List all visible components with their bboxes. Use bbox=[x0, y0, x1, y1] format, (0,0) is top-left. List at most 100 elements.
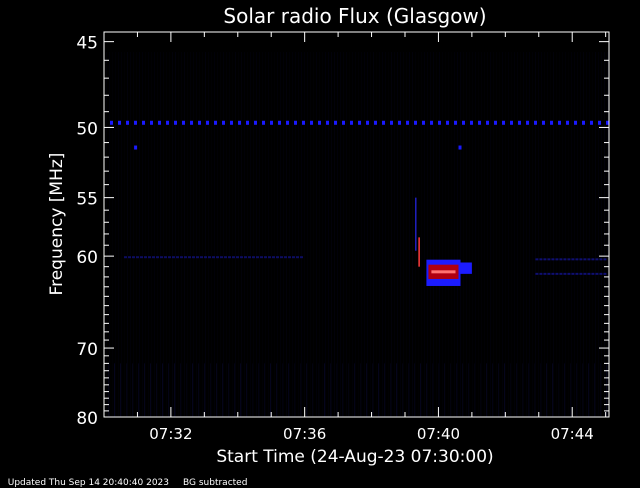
noise-streak bbox=[310, 52, 311, 417]
noise-streak bbox=[378, 363, 379, 417]
noise-streak bbox=[250, 52, 251, 417]
noise-streak bbox=[253, 52, 254, 417]
band-dot bbox=[566, 120, 569, 125]
band-dot bbox=[494, 120, 497, 125]
noise-streak bbox=[240, 363, 241, 417]
noise-streak bbox=[427, 52, 428, 417]
y-axis: 45 50 55 60 70 80 bbox=[76, 34, 609, 429]
noise-streak bbox=[397, 52, 398, 417]
faint-dot bbox=[140, 256, 143, 259]
band-dot bbox=[374, 120, 377, 125]
band-dot bbox=[510, 120, 513, 125]
noise-streak bbox=[148, 52, 149, 417]
band-dot bbox=[558, 120, 561, 125]
band-dot bbox=[414, 120, 417, 125]
noise-streak bbox=[337, 52, 338, 417]
noise-streak bbox=[319, 52, 320, 417]
noise-streak bbox=[532, 52, 533, 417]
noise-streak bbox=[276, 363, 277, 417]
faint-dot bbox=[228, 256, 231, 259]
noise-streak bbox=[504, 363, 505, 417]
faint-dot bbox=[248, 256, 251, 259]
noise-streak bbox=[247, 52, 248, 417]
noise-streak bbox=[496, 52, 497, 417]
y-tick-label: 60 bbox=[76, 248, 98, 268]
noise-streak bbox=[409, 52, 410, 417]
noise-streak bbox=[244, 52, 245, 417]
noise-streak bbox=[328, 52, 329, 417]
noise-streak bbox=[526, 52, 527, 417]
noise-streak bbox=[408, 363, 409, 417]
noise-streak bbox=[292, 52, 293, 417]
noise-streak bbox=[312, 363, 313, 417]
band-dot bbox=[534, 120, 537, 125]
faint-dot bbox=[252, 256, 255, 259]
faint-dot bbox=[591, 272, 595, 275]
noise-streak bbox=[403, 52, 404, 417]
noise-streak bbox=[520, 52, 521, 417]
band-dot bbox=[574, 120, 577, 125]
noise-streak bbox=[460, 52, 461, 417]
noise-streak bbox=[162, 363, 163, 417]
noise-streak bbox=[451, 52, 452, 417]
noise-streak bbox=[340, 52, 341, 417]
noise-streak bbox=[232, 52, 233, 417]
band-dot bbox=[350, 120, 353, 125]
band-dot bbox=[182, 120, 185, 125]
noise-streak bbox=[217, 52, 218, 417]
noise-streak bbox=[106, 52, 107, 417]
band-dot bbox=[142, 120, 145, 125]
noise-streak bbox=[529, 52, 530, 417]
noise-streak bbox=[454, 52, 455, 417]
faint-dot bbox=[136, 256, 139, 259]
noise-streak bbox=[324, 363, 325, 417]
noise-streak bbox=[589, 52, 590, 417]
noise-streak bbox=[448, 52, 449, 417]
noise-streak bbox=[355, 52, 356, 417]
noise-streak bbox=[109, 52, 110, 417]
noise-streak bbox=[382, 52, 383, 417]
noise-streak bbox=[210, 363, 211, 417]
noise-streak bbox=[220, 52, 221, 417]
noise-streak bbox=[478, 52, 479, 417]
noise-streak bbox=[154, 52, 155, 417]
noise-streak bbox=[186, 363, 187, 417]
noise-streak bbox=[205, 52, 206, 417]
faint-dot bbox=[188, 256, 191, 259]
faint-dot bbox=[555, 258, 559, 261]
band-dot bbox=[422, 120, 425, 125]
noise-streak bbox=[114, 363, 115, 417]
faint-dot bbox=[575, 258, 579, 261]
faint-dot bbox=[204, 256, 207, 259]
noise-streak bbox=[193, 52, 194, 417]
noise-streak bbox=[426, 363, 427, 417]
band-dot bbox=[286, 120, 289, 125]
noise-streak bbox=[433, 52, 434, 417]
noise-streak bbox=[222, 363, 223, 417]
noise-streak bbox=[490, 52, 491, 417]
radio-burst bbox=[426, 259, 472, 286]
noise-streak bbox=[270, 363, 271, 417]
noise-streak bbox=[169, 52, 170, 417]
noise-streak bbox=[366, 363, 367, 417]
faint-dot bbox=[192, 256, 195, 259]
faint-dot bbox=[240, 256, 243, 259]
noise-streak bbox=[379, 52, 380, 417]
noise-streak bbox=[120, 363, 121, 417]
band-dot bbox=[382, 120, 385, 125]
noise-streak bbox=[234, 363, 235, 417]
noise-streak bbox=[499, 52, 500, 417]
faint-features bbox=[124, 197, 607, 275]
noise-streak bbox=[474, 363, 475, 417]
noise-streak bbox=[138, 363, 139, 417]
faint-dot bbox=[583, 258, 587, 261]
noise-streak bbox=[450, 363, 451, 417]
band-dot bbox=[206, 120, 209, 125]
noise-streak bbox=[150, 363, 151, 417]
noise-streak bbox=[238, 52, 239, 417]
faint-dot bbox=[184, 256, 187, 259]
faint-dot bbox=[563, 272, 567, 275]
noise-streak bbox=[487, 52, 488, 417]
noise-streak bbox=[121, 52, 122, 417]
